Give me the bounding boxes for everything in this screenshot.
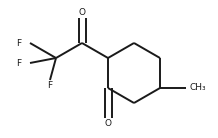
Text: F: F [48,81,53,90]
Text: O: O [104,119,111,128]
Text: CH₃: CH₃ [190,83,207,92]
Text: F: F [16,39,21,47]
Text: O: O [78,8,85,17]
Text: F: F [16,59,21,67]
